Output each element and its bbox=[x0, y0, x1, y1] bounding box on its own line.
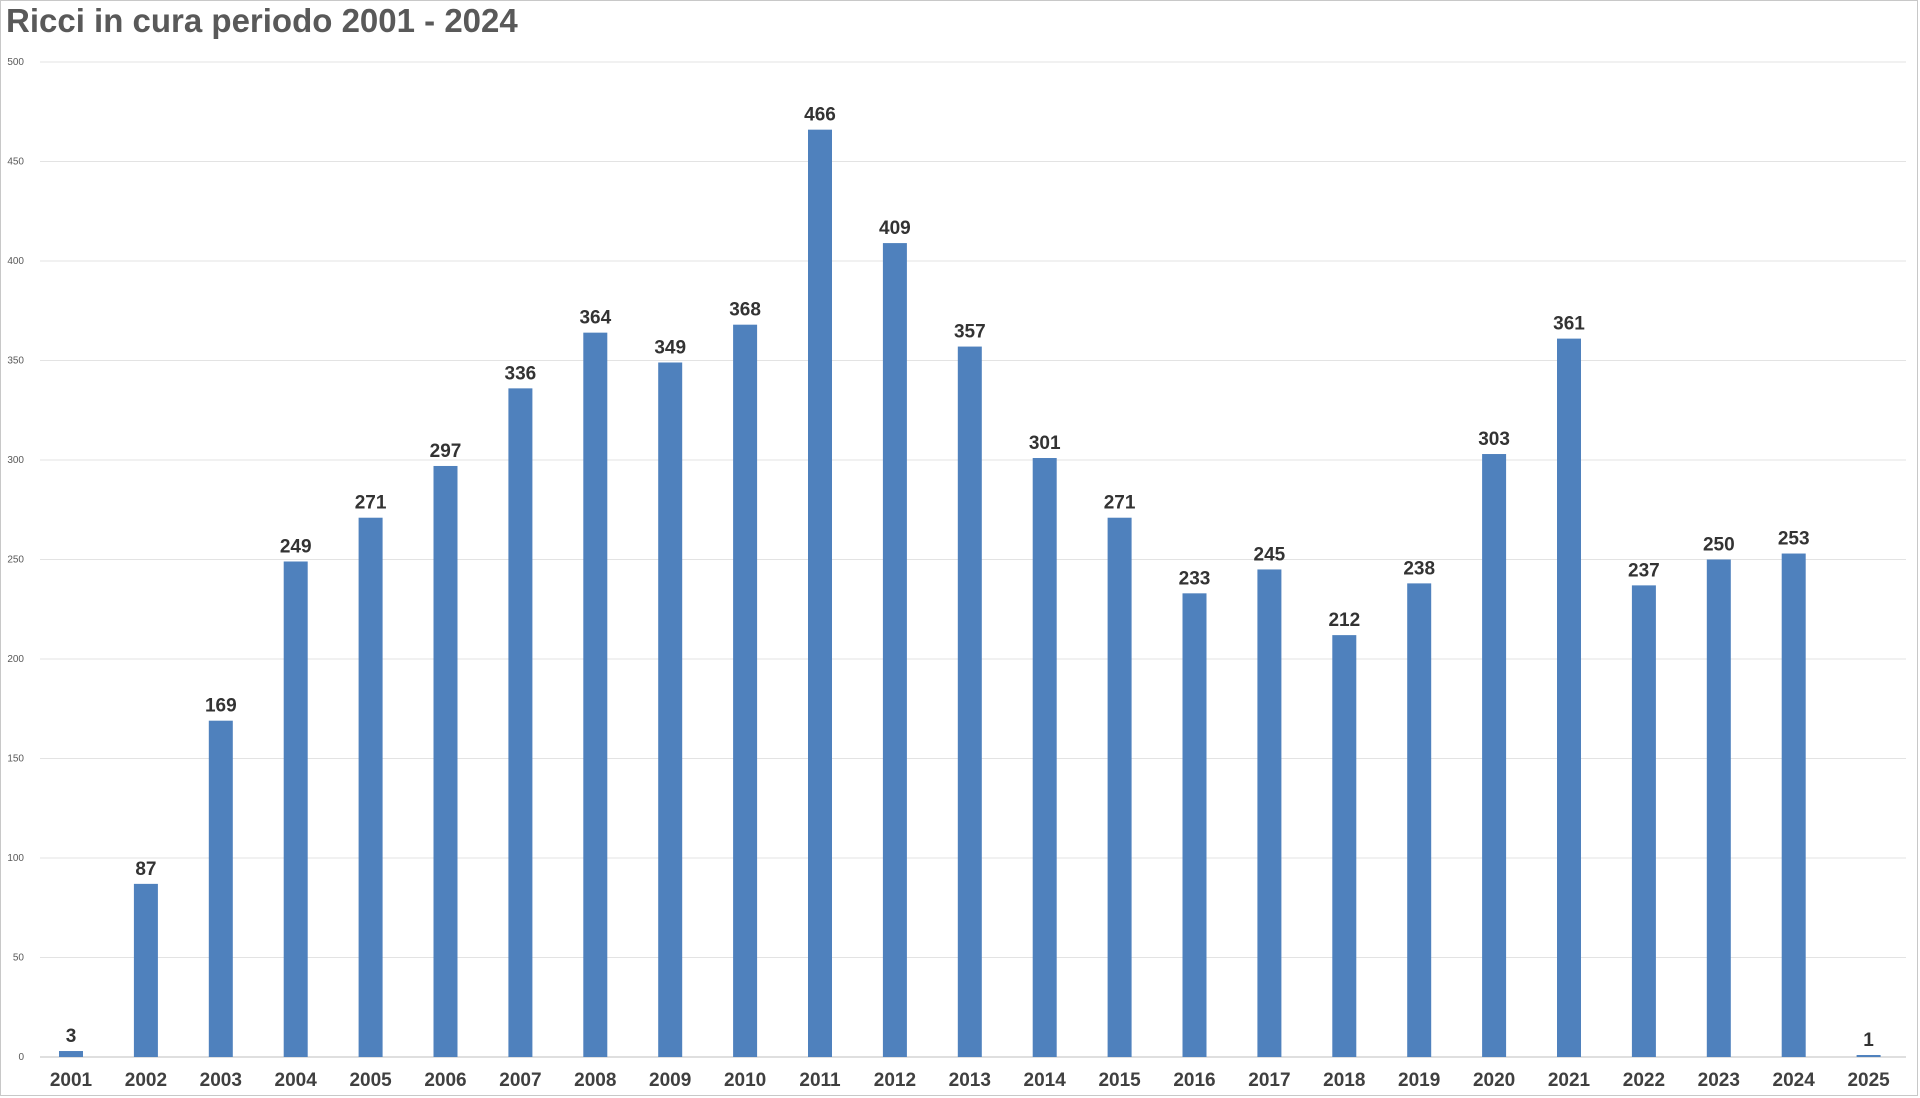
data-labels: 3 87 169 249 271 297 336 364 349 368 466 409 357 301 2… bbox=[66, 105, 1875, 1051]
data-label: 349 bbox=[654, 337, 686, 358]
bar bbox=[433, 465, 458, 1058]
x-tick-label: 2012 bbox=[874, 1070, 916, 1091]
bar bbox=[957, 346, 982, 1057]
y-tick-label: 450 bbox=[7, 157, 24, 168]
data-label: 357 bbox=[954, 322, 986, 343]
bar bbox=[1332, 635, 1357, 1057]
bar bbox=[1557, 338, 1581, 1057]
bar bbox=[658, 362, 683, 1057]
x-tick-label: 2002 bbox=[125, 1070, 167, 1091]
data-label: 237 bbox=[1628, 560, 1660, 581]
x-tick-label: 2009 bbox=[649, 1070, 691, 1091]
y-tick-label: 150 bbox=[7, 754, 24, 765]
x-tick-label: 2011 bbox=[799, 1070, 841, 1091]
data-label: 336 bbox=[505, 363, 537, 384]
data-label: 301 bbox=[1029, 433, 1061, 454]
y-axis-tick-labels: 0 50 100 150 200 250 300 350 400 450 500 bbox=[7, 57, 24, 1063]
bar bbox=[133, 883, 158, 1057]
data-label: 3 bbox=[66, 1026, 77, 1047]
bar bbox=[1107, 517, 1132, 1057]
y-tick-label: 300 bbox=[7, 455, 24, 466]
y-tick-label: 350 bbox=[7, 356, 24, 367]
bar bbox=[1257, 569, 1282, 1057]
bar bbox=[733, 324, 758, 1057]
bar bbox=[1407, 583, 1432, 1057]
bar bbox=[1032, 458, 1057, 1057]
x-tick-label: 2005 bbox=[349, 1070, 392, 1091]
data-label: 368 bbox=[729, 300, 761, 321]
x-tick-label: 2017 bbox=[1248, 1070, 1290, 1091]
x-tick-label: 2023 bbox=[1698, 1070, 1740, 1091]
y-tick-label: 400 bbox=[7, 256, 24, 267]
bar bbox=[882, 243, 907, 1058]
data-label: 253 bbox=[1778, 529, 1810, 550]
x-tick-label: 2025 bbox=[1847, 1070, 1890, 1091]
x-tick-label: 2018 bbox=[1323, 1070, 1365, 1091]
data-label: 409 bbox=[879, 218, 911, 239]
x-tick-label: 2022 bbox=[1623, 1070, 1665, 1091]
bars bbox=[59, 129, 1881, 1058]
bar bbox=[1482, 454, 1507, 1057]
chart-title: Ricci in cura periodo 2001 - 2024 bbox=[6, 2, 518, 39]
data-label: 271 bbox=[1104, 493, 1136, 514]
x-tick-label: 2001 bbox=[50, 1070, 93, 1091]
gridlines bbox=[40, 61, 1906, 1058]
bar bbox=[358, 517, 383, 1057]
bar bbox=[1631, 585, 1656, 1057]
data-label: 245 bbox=[1254, 544, 1286, 565]
bar bbox=[59, 1051, 83, 1057]
bar bbox=[1781, 553, 1806, 1057]
x-tick-label: 2004 bbox=[275, 1070, 318, 1091]
x-tick-label: 2003 bbox=[200, 1070, 242, 1091]
x-tick-label: 2019 bbox=[1398, 1070, 1440, 1091]
y-tick-label: 200 bbox=[7, 654, 24, 665]
bar bbox=[283, 561, 308, 1057]
bar bbox=[208, 720, 233, 1057]
x-tick-label: 2010 bbox=[724, 1070, 766, 1091]
data-label: 238 bbox=[1403, 558, 1435, 579]
x-tick-label: 2014 bbox=[1024, 1070, 1067, 1091]
data-label: 303 bbox=[1478, 429, 1510, 450]
x-tick-label: 2006 bbox=[424, 1070, 466, 1091]
x-tick-label: 2020 bbox=[1473, 1070, 1515, 1091]
data-label: 466 bbox=[804, 105, 836, 126]
y-tick-label: 0 bbox=[18, 1052, 24, 1063]
data-label: 1 bbox=[1863, 1030, 1874, 1051]
data-label: 87 bbox=[135, 859, 156, 880]
data-label: 233 bbox=[1179, 568, 1211, 589]
data-label: 271 bbox=[355, 493, 387, 514]
y-tick-label: 50 bbox=[13, 953, 25, 964]
y-tick-label: 250 bbox=[7, 555, 24, 566]
bar bbox=[1856, 1055, 1881, 1057]
data-label: 297 bbox=[430, 441, 462, 462]
x-tick-label: 2016 bbox=[1173, 1070, 1215, 1091]
bar bbox=[1706, 559, 1731, 1057]
data-label: 361 bbox=[1553, 314, 1585, 335]
data-label: 169 bbox=[205, 696, 237, 717]
x-tick-label: 2021 bbox=[1548, 1070, 1591, 1091]
y-tick-label: 100 bbox=[7, 853, 24, 864]
data-label: 250 bbox=[1703, 535, 1735, 556]
bar bbox=[1182, 593, 1207, 1057]
bar bbox=[808, 129, 832, 1057]
x-tick-label: 2024 bbox=[1773, 1070, 1816, 1091]
x-tick-label: 2008 bbox=[574, 1070, 616, 1091]
data-label: 364 bbox=[579, 308, 611, 329]
data-label: 212 bbox=[1328, 610, 1360, 631]
x-axis-category-labels: 2001 2002 2003 2004 2005 2006 2007 2008 2009 2010… bbox=[50, 1070, 1890, 1091]
bar bbox=[508, 388, 533, 1057]
x-tick-label: 2007 bbox=[499, 1070, 541, 1091]
y-tick-label: 500 bbox=[7, 57, 24, 68]
data-label: 249 bbox=[280, 536, 312, 557]
bar bbox=[583, 332, 608, 1057]
x-tick-label: 2013 bbox=[949, 1070, 991, 1091]
x-tick-label: 2015 bbox=[1098, 1070, 1141, 1091]
